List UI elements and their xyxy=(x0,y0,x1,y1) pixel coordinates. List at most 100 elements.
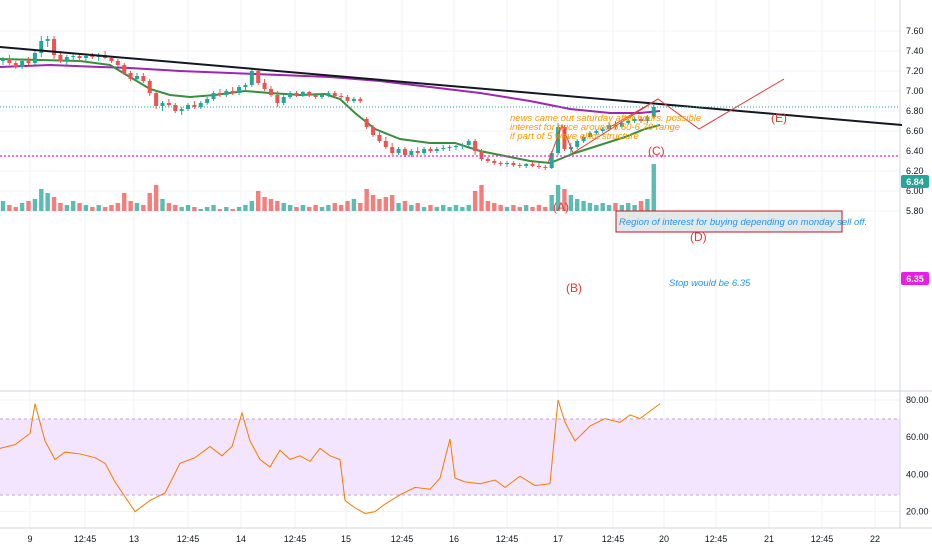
axes: 9 12:45 13 12:45 14 12:45 15 12:45 16 12:45 17 12:4… xyxy=(27,26,928,544)
candle-body xyxy=(396,149,401,153)
volume-bar xyxy=(307,207,312,211)
candle-body xyxy=(83,56,88,58)
volume-bar xyxy=(600,203,605,211)
candle-body xyxy=(52,39,57,55)
candle-body xyxy=(26,61,31,63)
candle-body xyxy=(600,129,605,131)
candles xyxy=(1,36,656,170)
volume-bar xyxy=(281,203,286,211)
candle-body xyxy=(498,163,503,164)
trendline xyxy=(0,46,903,126)
candle-body xyxy=(13,63,18,67)
candle-body xyxy=(256,71,261,83)
candle-body xyxy=(275,95,280,103)
rsi-tick-label: 20.00 xyxy=(906,507,929,517)
candle-body xyxy=(345,97,350,101)
time-tick-label: 15 xyxy=(341,534,351,544)
rsi-band xyxy=(0,419,900,495)
candle-body xyxy=(288,93,293,97)
candle-body xyxy=(237,87,242,93)
price-tick-label: 7.00 xyxy=(906,86,924,96)
candle-body xyxy=(562,127,567,149)
rsi-tick-label: 60.00 xyxy=(906,432,929,442)
candle-body xyxy=(179,109,184,111)
volume-bar xyxy=(211,205,216,211)
candle-body xyxy=(651,107,656,117)
volume-bar xyxy=(511,205,516,211)
candle-body xyxy=(377,135,382,141)
time-tick-label: 12:45 xyxy=(177,534,200,544)
volume-bar xyxy=(332,203,337,211)
volume-bar xyxy=(64,205,69,211)
wave-label-e: (E) xyxy=(771,111,787,125)
candle-body xyxy=(332,93,337,96)
volume-bar xyxy=(185,205,191,211)
volume-bar xyxy=(453,205,459,211)
candle-body xyxy=(326,93,331,95)
volume-bar xyxy=(300,205,306,211)
candle-body xyxy=(479,151,484,159)
candle-body xyxy=(549,153,554,168)
time-tick-label: 21 xyxy=(764,534,774,544)
candle-body xyxy=(154,93,159,106)
candle-body xyxy=(351,99,356,101)
volume-bar xyxy=(141,205,146,211)
volume-bar xyxy=(517,207,522,211)
volume-bar xyxy=(632,205,637,211)
wave-label-b: (B) xyxy=(566,281,582,295)
stop-price-label: 6.35 xyxy=(906,274,924,284)
volume-bar xyxy=(26,201,31,211)
candle-body xyxy=(77,56,82,58)
candle-body xyxy=(371,127,376,135)
volume-bar xyxy=(638,201,644,211)
volume-bar xyxy=(230,209,235,211)
time-tick-label: 13 xyxy=(129,534,139,544)
volume-bar xyxy=(587,203,593,211)
candle-body xyxy=(7,59,12,63)
volume-bar xyxy=(262,197,267,211)
volume-bar xyxy=(96,205,101,211)
candle-body xyxy=(415,151,420,153)
moving-average-long xyxy=(0,63,661,114)
volume-bar xyxy=(58,203,63,211)
overlays xyxy=(0,46,903,164)
volume-bar xyxy=(134,203,140,211)
candle-body xyxy=(639,119,643,121)
volume-bar xyxy=(460,207,465,211)
candle-body xyxy=(607,125,612,129)
volume-bar xyxy=(313,205,318,211)
candle-body xyxy=(294,93,299,95)
time-tick-label: 12:45 xyxy=(74,534,97,544)
candle-body xyxy=(645,117,650,121)
candle-body xyxy=(249,71,254,85)
candle-body xyxy=(619,123,624,127)
stop-annotation: Stop would be 6.35 xyxy=(669,278,751,289)
volume-bar xyxy=(619,205,625,211)
volume-bar xyxy=(536,205,542,211)
news-line-1: news came out saturday after hours. poss… xyxy=(510,113,701,124)
candle-body xyxy=(45,39,50,41)
time-tick-label: 12:45 xyxy=(811,534,834,544)
candle-body xyxy=(511,163,516,165)
candle-body xyxy=(390,147,395,153)
volume-bar xyxy=(294,207,299,211)
candle-body xyxy=(307,92,312,95)
price-tick-label: 7.40 xyxy=(906,46,924,56)
time-tick-label: 12:45 xyxy=(391,534,414,544)
candle-body xyxy=(262,83,267,89)
volume-bars xyxy=(0,164,656,211)
candle-body xyxy=(141,76,146,81)
volume-bar xyxy=(383,197,388,211)
candle-body xyxy=(192,105,197,107)
region-of-interest-box xyxy=(615,210,843,233)
time-tick-label: 22 xyxy=(870,534,880,544)
candle-body xyxy=(536,166,541,167)
volume-bar xyxy=(32,199,38,211)
candle-body xyxy=(243,85,248,87)
candle-body xyxy=(198,103,203,107)
volume-bar xyxy=(377,199,382,211)
volume-bar xyxy=(396,203,401,211)
volume-bar xyxy=(389,195,395,211)
candle-body xyxy=(556,127,561,153)
volume-bar xyxy=(409,205,414,211)
